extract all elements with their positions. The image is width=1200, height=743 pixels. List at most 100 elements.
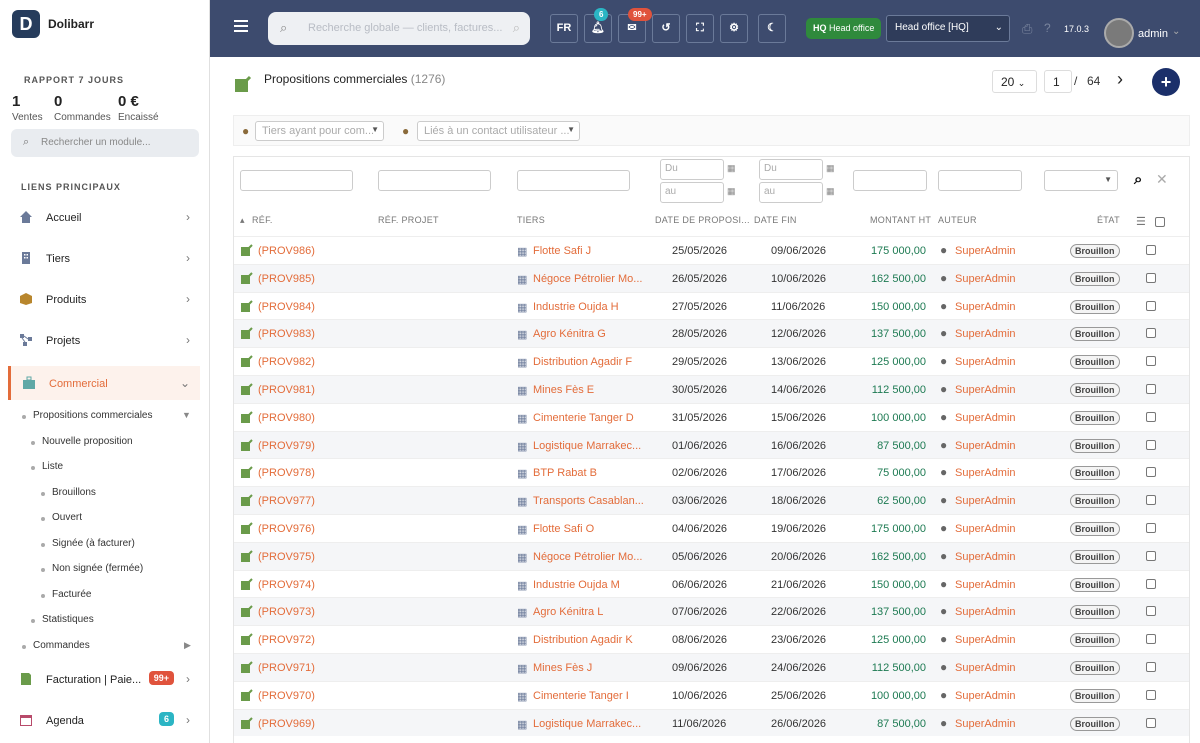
ref-link[interactable]: (PROV985) — [258, 272, 315, 285]
sidebar-item-commercial[interactable]: Commercial ⌄ — [8, 366, 200, 400]
row-checkbox[interactable] — [1146, 689, 1156, 700]
row-checkbox[interactable] — [1146, 411, 1156, 422]
table-row[interactable]: (PROV984) ▦ Industrie Oujda H 27/05/2026 11/… — [234, 291, 1189, 320]
author-link[interactable]: SuperAdmin — [955, 606, 1016, 619]
table-row[interactable]: (PROV978) ▦ BTP Rabat B 02/06/2026 17/06/202… — [234, 458, 1189, 486]
contact-filter-select[interactable]: Liés à un contact utilisateur ... ▼ — [417, 121, 580, 141]
row-checkbox[interactable] — [1146, 662, 1156, 672]
author-link[interactable]: SuperAdmin — [955, 300, 1016, 313]
submenu-commandes[interactable]: Commandes — [22, 640, 90, 651]
stat-encaisse[interactable]: 0 € Encaissé — [118, 93, 159, 123]
entity-select[interactable]: Head office [HQ] ⌄ — [886, 15, 1010, 42]
stat-commandes[interactable]: 0 Commandes — [54, 93, 111, 123]
author-link[interactable]: SuperAdmin — [955, 384, 1016, 396]
tiers-link[interactable]: Distribution Agadir F — [533, 356, 633, 369]
entity-badge[interactable]: HQ Head office — [806, 18, 882, 39]
filter-end-to[interactable]: au — [759, 182, 823, 203]
calendar-icon[interactable]: ▦ — [826, 163, 835, 173]
table-row[interactable]: (PROV969) ▦ Logistique Marrakec... 11/06/20… — [234, 708, 1189, 737]
ref-link[interactable]: (PROV973) — [258, 606, 315, 619]
author-link[interactable]: SuperAdmin — [955, 439, 1016, 452]
ref-link[interactable]: (PROV976) — [258, 523, 315, 535]
filter-ref-input[interactable] — [240, 170, 353, 191]
column-header-ref[interactable]: RÉF. — [252, 215, 273, 225]
author-link[interactable]: SuperAdmin — [955, 662, 1016, 674]
row-checkbox[interactable] — [1146, 717, 1156, 728]
tiers-link[interactable]: BTP Rabat B — [533, 467, 597, 480]
filter-project-ref-input[interactable] — [378, 170, 491, 191]
ref-link[interactable]: (PROV971) — [258, 662, 315, 674]
tiers-link[interactable]: Agro Kénitra G — [533, 328, 606, 341]
table-row[interactable]: (PROV983) ▦ Agro Kénitra G 28/05/2026 12/06/… — [234, 319, 1189, 348]
ref-link[interactable]: (PROV972) — [258, 634, 315, 647]
global-search-input[interactable]: ⌕ Recherche globale — clients, factures.… — [268, 12, 530, 45]
row-checkbox[interactable] — [1146, 606, 1156, 617]
sidebar-item-tiers[interactable]: Tiers › — [8, 241, 200, 275]
table-row[interactable]: (PROV973) ▦ Agro Kénitra L 07/06/2026 22/06/… — [234, 597, 1189, 626]
tiers-link[interactable]: Flotte Safi J — [533, 245, 592, 257]
author-link[interactable]: SuperAdmin — [955, 245, 1016, 257]
fullscreen-button[interactable]: ⛶ — [686, 14, 714, 43]
select-all-checkbox[interactable] — [1155, 217, 1165, 227]
clear-filter-icon[interactable]: ✕ — [1156, 171, 1168, 187]
row-checkbox[interactable] — [1146, 384, 1156, 394]
row-checkbox[interactable] — [1146, 328, 1156, 339]
ref-link[interactable]: (PROV977) — [258, 495, 315, 508]
column-header-project[interactable]: RÉF. PROJET — [378, 215, 439, 225]
column-header-tiers[interactable]: TIERS — [517, 215, 546, 225]
module-search-input[interactable]: ⌕ Rechercher un module... — [11, 129, 199, 157]
ref-link[interactable]: (PROV981) — [258, 384, 315, 396]
author-link[interactable]: SuperAdmin — [955, 272, 1016, 285]
help-icon[interactable]: ? — [1044, 21, 1051, 35]
next-page-icon[interactable]: › — [1117, 69, 1123, 89]
tiers-link[interactable]: Industrie Oujda H — [533, 300, 619, 313]
list-columns-icon[interactable]: ☰ — [1136, 216, 1147, 228]
tiers-link[interactable]: Cimenterie Tanger I — [533, 689, 629, 702]
sidebar-item-facturation[interactable]: Facturation | Paie... 99+ › — [8, 662, 200, 696]
history-button[interactable]: ↺ — [652, 14, 680, 43]
table-row[interactable]: (PROV981) ▦ Mines Fès E 30/05/2026 14/06/202… — [234, 375, 1189, 403]
tiers-link[interactable]: Logistique Marrakec... — [533, 439, 642, 452]
submenu-liste[interactable]: Liste — [30, 461, 64, 472]
submenu-statistiques[interactable]: Statistiques — [31, 614, 94, 625]
submenu-non-signee[interactable]: Non signée (fermée) — [40, 563, 144, 574]
calendar-icon[interactable]: ▦ — [826, 186, 835, 196]
calendar-icon[interactable]: ▦ — [727, 186, 736, 196]
dolibarr-logo[interactable]: D — [12, 10, 40, 38]
author-link[interactable]: SuperAdmin — [955, 634, 1016, 647]
table-row[interactable]: (PROV982) ▦ Distribution Agadir F 29/05/202… — [234, 347, 1189, 375]
ref-link[interactable]: (PROV975) — [258, 550, 315, 563]
filter-amount-input[interactable] — [853, 170, 927, 191]
table-row[interactable]: (PROV986) ▦ Flotte Safi J 25/05/2026 09/06/2… — [234, 236, 1189, 264]
page-input[interactable]: 1 — [1044, 70, 1072, 93]
ref-link[interactable]: (PROV974) — [258, 578, 315, 591]
sidebar-item-agenda[interactable]: Agenda 6 › — [8, 703, 200, 737]
sidebar-item-produits[interactable]: Produits › — [8, 282, 200, 316]
stat-ventes[interactable]: 1 Ventes — [12, 93, 43, 123]
search-icon[interactable]: ⌕ — [1134, 171, 1143, 188]
table-row[interactable]: (PROV980) ▦ Cimenterie Tanger D 31/05/2026 1… — [234, 402, 1189, 431]
submenu-facturee[interactable]: Facturée — [40, 589, 92, 600]
ref-link[interactable]: (PROV970) — [258, 689, 315, 702]
ref-link[interactable]: (PROV978) — [258, 467, 315, 480]
add-proposal-button[interactable]: + — [1152, 68, 1180, 96]
search-submit-icon[interactable]: ⌕ — [512, 20, 520, 35]
row-checkbox[interactable] — [1146, 272, 1156, 283]
caret-down-icon[interactable]: ▼ — [182, 410, 191, 420]
filter-end-from[interactable]: Du — [759, 159, 823, 180]
tiers-link[interactable]: Industrie Oujda M — [533, 578, 620, 591]
chevron-down-icon[interactable]: ⌄ — [1172, 26, 1181, 37]
submenu-signee[interactable]: Signée (à facturer) — [41, 538, 135, 549]
ref-link[interactable]: (PROV980) — [258, 411, 315, 424]
table-row[interactable]: (PROV979) ▦ Logistique Marrakec... 01/06/20… — [234, 430, 1189, 459]
submenu-propositions[interactable]: Propositions commerciales — [22, 410, 153, 421]
print-icon[interactable]: ⎙ — [1022, 21, 1033, 36]
hamburger-menu-icon[interactable] — [234, 20, 248, 32]
row-checkbox[interactable] — [1146, 467, 1156, 478]
table-row[interactable]: (PROV970) ▦ Cimenterie Tanger I 10/06/2026 2… — [234, 680, 1189, 709]
author-link[interactable]: SuperAdmin — [955, 578, 1016, 591]
table-row[interactable]: (PROV985) ▦ Négoce Pétrolier Mo... 26/05/20… — [234, 263, 1189, 292]
thirdparty-filter-select[interactable]: Tiers ayant pour com... ▼ — [255, 121, 384, 141]
ref-link[interactable]: (PROV983) — [258, 328, 315, 341]
dark-mode-button[interactable]: ☾ — [758, 14, 786, 43]
